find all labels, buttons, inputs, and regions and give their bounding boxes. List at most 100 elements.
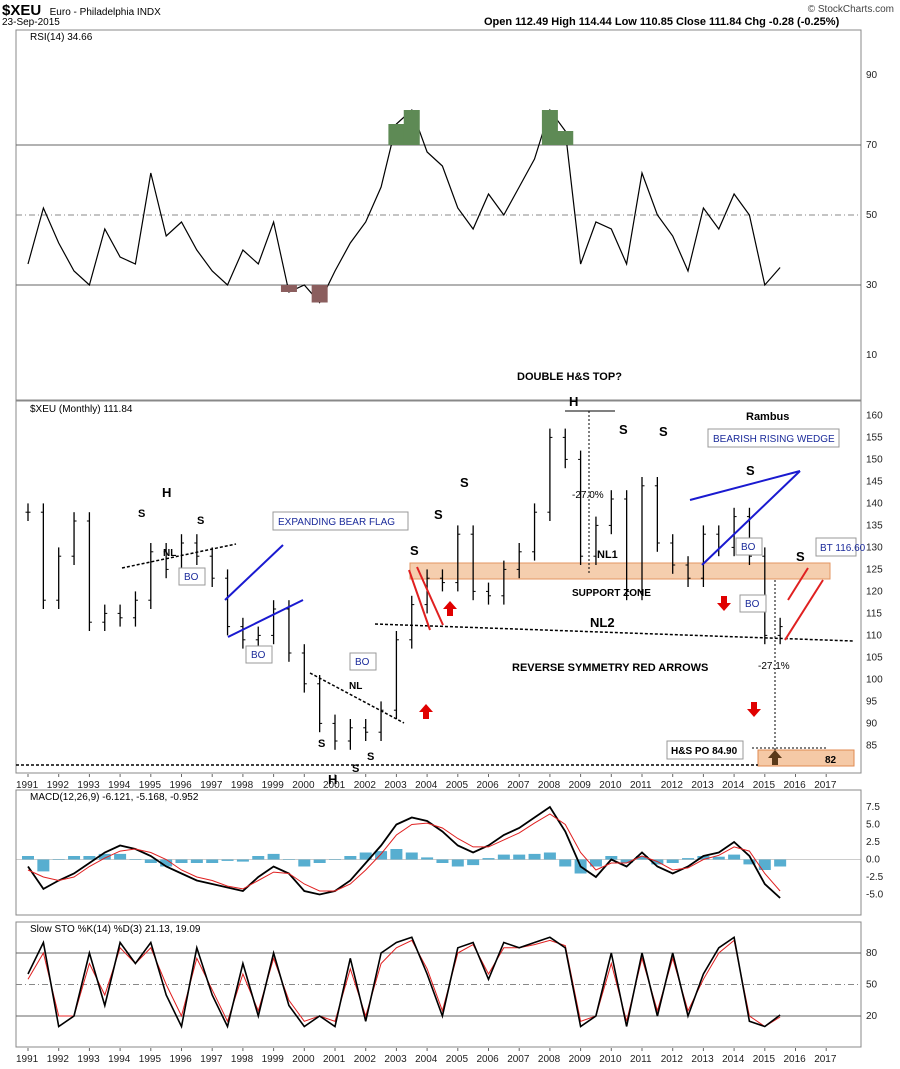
target-zone-band [757, 749, 855, 767]
x-tick-label: 2004 [415, 780, 438, 791]
symbol: $XEU [2, 2, 42, 19]
bo-label-4: BO [741, 542, 756, 553]
s-label-2015: S [796, 549, 805, 564]
nl-label-2001: NL [349, 681, 362, 692]
macd-histogram-bar [313, 859, 326, 863]
macd-histogram-bar [329, 859, 341, 860]
bearish-wedge-box [707, 428, 840, 448]
y-tick-label: 150 [866, 454, 883, 465]
macd-histogram-bar [682, 858, 695, 860]
x-tick-label: 2009 [569, 780, 592, 791]
red-down-arrow-2 [747, 702, 761, 717]
hs-po-label: H&S PO 84.90 [671, 746, 738, 757]
x-tick-label: 2005 [446, 780, 469, 791]
wedge-2003-b [416, 566, 444, 626]
x-tick-label: 2012 [661, 780, 684, 791]
s-label-2010: S [619, 422, 628, 437]
bo-box-5 [739, 594, 767, 613]
macd-histogram-bar [513, 854, 526, 860]
s-label-1997: S [197, 515, 204, 527]
s-label-2004: S [434, 507, 443, 522]
x-tick-label: 1993 [77, 1054, 100, 1065]
price-panel-frame [15, 400, 862, 774]
sto-k-line [27, 935, 781, 1030]
x-tick-label: 2012 [661, 1054, 684, 1065]
x-tick-label: 2007 [507, 780, 530, 791]
macd-histogram-bar [421, 857, 434, 860]
macd-histogram-bar [451, 859, 464, 867]
rsi-overbought-fill [541, 110, 558, 145]
rising-wedge-lower [701, 470, 801, 566]
bo-label-1: BO [184, 572, 199, 583]
macd-histogram-bar [22, 856, 34, 860]
macd-histogram-bar [236, 859, 249, 862]
x-tick-label: 1998 [231, 1054, 254, 1065]
x-tick-label: 1998 [231, 780, 254, 791]
y-tick-label: 7.5 [866, 802, 880, 813]
bo-box-2 [245, 645, 273, 664]
macd-panel-frame [15, 789, 862, 916]
macd-histogram-bar [697, 856, 710, 860]
x-tick-label: 2001 [323, 780, 346, 791]
trend-lines [16, 410, 854, 766]
header: $XEU Euro - Philadelphia INDX 23-Sep-201… [2, 2, 898, 30]
macd-histogram-bar [98, 853, 111, 860]
y-tick-label: 80 [866, 948, 878, 959]
bt-box [815, 537, 857, 557]
expanding-flag-box [272, 511, 409, 531]
x-tick-label: 2015 [753, 1054, 776, 1065]
rambus-label: Rambus [746, 411, 789, 423]
x-tick-label: 2017 [814, 1054, 837, 1065]
x-tick-label: 2014 [722, 1054, 745, 1065]
neckline-1991 [121, 543, 237, 569]
x-tick-label: 2014 [722, 780, 745, 791]
x-tick-label: 2015 [753, 780, 776, 791]
x-tick-label: 1999 [262, 1054, 285, 1065]
x-tick-label: 1992 [47, 1054, 70, 1065]
x-tick-label: 2000 [292, 780, 315, 791]
x-tick-label: 1992 [47, 780, 70, 791]
symbol-title: $XEU Euro - Philadelphia INDX [2, 2, 161, 20]
hs-po-box [666, 740, 744, 760]
s-label-1995: S [138, 508, 145, 520]
bt-label: BT 116.60 [820, 543, 866, 554]
x-tick-label: 1993 [77, 780, 100, 791]
x-tick-label: 2016 [784, 1054, 807, 1065]
support-zone [409, 562, 855, 767]
macd-histogram-bar [83, 856, 96, 860]
s-label-2014: S [746, 463, 755, 478]
macd-histogram-bar [282, 859, 295, 860]
macd-histogram-bar [206, 859, 219, 863]
s-label-2003: S [410, 543, 419, 558]
sto-legend: Slow STO %K(14) %D(3) 21.13, 19.09 [30, 924, 201, 935]
x-tick-label: 2013 [691, 1054, 714, 1065]
x-tick-label: 2009 [569, 1054, 592, 1065]
h-label-2008: H [569, 394, 578, 409]
x-tick-label: 2011 [630, 1054, 652, 1065]
rsi-oversold-fill [311, 285, 328, 303]
macd-signal-line [27, 813, 781, 892]
rsi-overbought-fill [557, 131, 574, 145]
macd-histogram-bar [221, 859, 234, 861]
bo-box-3 [349, 652, 377, 671]
y-tick-label: -5.0 [866, 890, 884, 901]
s-label-2005: S [460, 475, 469, 490]
h-label-1996: H [162, 485, 171, 500]
y-tick-label: 50 [866, 980, 878, 991]
y-tick-label: 115 [866, 608, 882, 619]
y-tick-label: 90 [866, 718, 878, 729]
price-legend: $XEU (Monthly) 111.84 [30, 404, 133, 415]
y-tick-label: 10 [866, 350, 878, 361]
watermark: © StockCharts.com [807, 4, 894, 15]
expanding-flag-label: EXPANDING BEAR FLAG [278, 517, 395, 528]
macd-histogram-bar [390, 849, 403, 860]
x-tick-label: 2004 [415, 1054, 438, 1065]
macd-histogram-bar [712, 856, 725, 860]
red-up-arrow-1 [419, 704, 433, 719]
rising-wedge-upper [689, 470, 801, 501]
macd-histogram-bar [144, 859, 157, 863]
macd-histogram-bar [589, 859, 602, 867]
instrument-name: Euro - Philadelphia INDX [49, 7, 161, 18]
bo-label-5: BO [745, 599, 760, 610]
